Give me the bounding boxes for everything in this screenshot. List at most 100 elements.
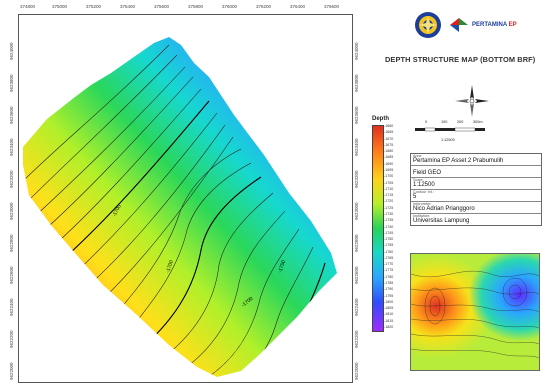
legend-label: -1680 (384, 149, 394, 154)
legend-label: -1760 (384, 249, 394, 254)
info-label: Institution: (413, 214, 431, 218)
depth-color-scale (372, 125, 384, 332)
scale-graphic (415, 127, 485, 132)
legend-label: -1790 (384, 287, 394, 292)
y-tick: 9622200 (9, 330, 14, 348)
logo-area: PERTAMINA EP (412, 8, 552, 42)
contour-label: -1750 (277, 259, 287, 273)
info-label: Scale: (413, 178, 424, 182)
info-row: Field GEO (411, 166, 541, 178)
institution-logo (415, 12, 441, 38)
scale-tick: 0 (425, 120, 428, 124)
legend-label: -1735 (384, 218, 394, 223)
legend-label: -1785 (384, 281, 394, 286)
legend-label: -1810 (384, 312, 394, 317)
info-row: Institution: Universitas Lampung (411, 214, 541, 225)
info-label: Contour Int.: (413, 190, 434, 194)
legend-label: -1700 (384, 174, 394, 179)
info-value: Universitas Lampung (413, 218, 470, 224)
scale-tick: 200 (457, 120, 464, 124)
legend-label: -1690 (384, 161, 394, 166)
map-info-box: Area: Pertamina EP Asset 2 Prabumulih Fi… (410, 153, 542, 226)
legend-labels: -1660 -1665 -1670 -1675 -1680 -1685 -1690 -1695… (384, 124, 404, 330)
map-title: DEPTH STRUCTURE MAP (BOTTOM BRF) (385, 55, 536, 64)
x-tick: 376600 (324, 4, 340, 9)
y-tick: 9623400 (354, 138, 359, 156)
y-tick: 9622800 (354, 234, 359, 252)
legend-label: -1720 (384, 199, 394, 204)
y-tick: 9623800 (354, 74, 359, 92)
info-label: Interpreter: (413, 202, 432, 206)
y-tick: 9622000 (354, 362, 359, 380)
y-tick: 9622000 (9, 362, 14, 380)
y-tick: 9623200 (354, 170, 359, 188)
pertamina-suffix: EP (508, 22, 517, 28)
legend-label: -1755 (384, 243, 394, 248)
legend-label: -1795 (384, 293, 394, 298)
x-tick: 375200 (86, 4, 102, 9)
legend-label: -1820 (384, 325, 394, 329)
scale-ratio: 1:12500 (441, 138, 455, 142)
info-row: Area: Pertamina EP Asset 2 Prabumulih (411, 154, 541, 166)
x-tick: 375400 (120, 4, 136, 9)
y-tick: 9623600 (354, 106, 359, 124)
legend-label: -1660 (384, 124, 394, 128)
y-tick: 9623000 (354, 202, 359, 220)
legend-label: -1675 (384, 142, 394, 147)
scale-tick: 100 (441, 120, 448, 124)
map-frame[interactable]: -1700 -1700 -1700 -1750 (18, 14, 353, 383)
y-tick: 9623600 (9, 106, 14, 124)
y-tick: 9622200 (354, 330, 359, 348)
legend-label: -1780 (384, 274, 394, 279)
legend-label: -1800 (384, 299, 394, 304)
info-value: Nico Adrian Prianggoro (413, 206, 475, 212)
info-row: Scale: 1:12500 (411, 178, 541, 190)
legend-label: -1805 (384, 306, 394, 311)
scale-bar: 0 100 200 300m 1:12500 (415, 120, 505, 146)
info-value: 1:12500 (413, 182, 435, 188)
y-tick: 9622600 (9, 266, 14, 284)
info-label: Area: (413, 154, 423, 158)
scale-tick-labels: 0 100 200 300m (415, 120, 505, 126)
y-tick: 9622400 (9, 298, 14, 316)
inset-map[interactable] (410, 253, 540, 371)
y-tick: 9623200 (9, 170, 14, 188)
y-tick: 9623000 (9, 202, 14, 220)
legend-label: -1685 (384, 155, 394, 160)
y-tick: 9622600 (354, 266, 359, 284)
y-tick: 9623400 (9, 138, 14, 156)
legend-label: -1775 (384, 268, 394, 273)
depth-surface (23, 37, 337, 377)
legend-label: -1765 (384, 255, 394, 260)
x-tick: 376200 (256, 4, 272, 9)
legend-label: -1715 (384, 193, 394, 198)
legend-label: -1750 (384, 237, 394, 242)
legend-label: -1725 (384, 205, 394, 210)
scale-tick: 300m (473, 120, 483, 124)
pertamina-text: PERTAMINA (472, 22, 507, 28)
contour-label: -1700 (111, 204, 122, 218)
legend-label: -1665 (384, 130, 394, 135)
legend-label: -1740 (384, 224, 394, 229)
y-tick: 9624000 (9, 42, 14, 60)
legend-label: -1770 (384, 262, 394, 267)
x-tick: 375800 (188, 4, 204, 9)
inset-map-canvas[interactable] (411, 254, 539, 370)
legend-label: -1745 (384, 230, 394, 235)
info-row: Contour Int.: 5 (411, 190, 541, 202)
y-tick: 9624000 (354, 42, 359, 60)
legend-label: -1705 (384, 180, 394, 185)
info-row: Interpreter: Nico Adrian Prianggoro (411, 202, 541, 214)
info-value: Field GEO (413, 170, 442, 176)
x-tick: 374800 (20, 4, 36, 9)
y-tick: 9622800 (9, 234, 14, 252)
legend-label: -1710 (384, 186, 394, 191)
x-tick: 376400 (290, 4, 306, 9)
contour-label: -1700 (165, 259, 175, 273)
pertamina-wordmark: PERTAMINA EP (472, 22, 517, 28)
depth-map-canvas[interactable]: -1700 -1700 -1700 -1750 (19, 15, 352, 382)
legend-label: -1670 (384, 136, 394, 141)
info-value: 5 (413, 194, 417, 200)
north-arrow-icon (455, 85, 489, 117)
y-tick: 9622400 (354, 298, 359, 316)
